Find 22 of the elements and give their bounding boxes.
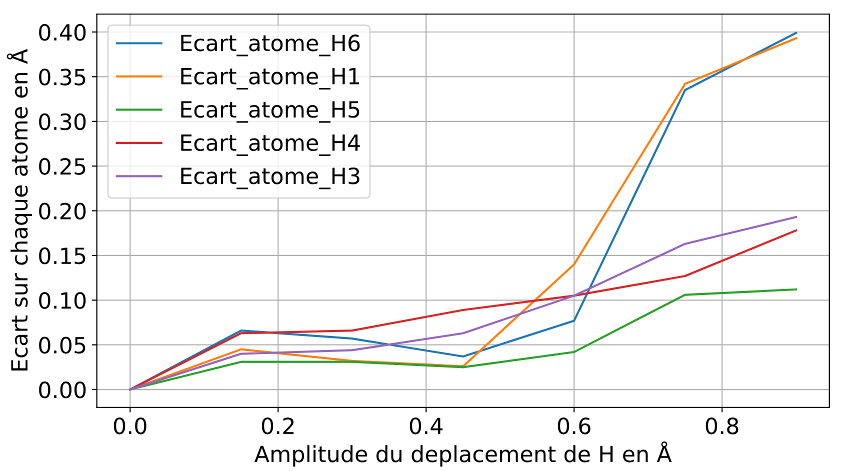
legend-label: Ecart_atome_H4 <box>181 134 360 156</box>
legend-label: Ecart_atome_H5 <box>181 101 360 123</box>
x-axis-title: Amplitude du deplacement de H en Å <box>254 441 672 467</box>
legend-label: Ecart_atome_H1 <box>181 68 360 90</box>
legend-label: Ecart_atome_H6 <box>181 34 360 56</box>
x-tick-label: 0.6 <box>558 418 590 434</box>
y-tick-label: 0.10 <box>39 292 86 309</box>
line-series <box>129 288 798 391</box>
x-tick-label: 0.4 <box>410 418 443 434</box>
y-tick-label: 0.40 <box>39 24 86 41</box>
x-tick-label: 0.0 <box>114 418 146 434</box>
legend-label: Ecart_atome_H3 <box>181 167 360 190</box>
y-axis-title: Ecart sur chaque atome en Å <box>6 49 32 371</box>
y-tick-label: 0.00 <box>39 381 86 398</box>
x-tick-label: 0.2 <box>262 418 294 434</box>
y-tick-label: 0.05 <box>39 336 86 354</box>
y-tick-label: 0.35 <box>39 68 86 86</box>
y-tick-label: 0.25 <box>39 158 86 175</box>
x-tick-label: 0.8 <box>706 418 738 434</box>
y-tick-label: 0.15 <box>39 247 86 264</box>
y-tick-label: 0.30 <box>39 113 86 130</box>
y-tick-label: 0.20 <box>39 202 86 220</box>
